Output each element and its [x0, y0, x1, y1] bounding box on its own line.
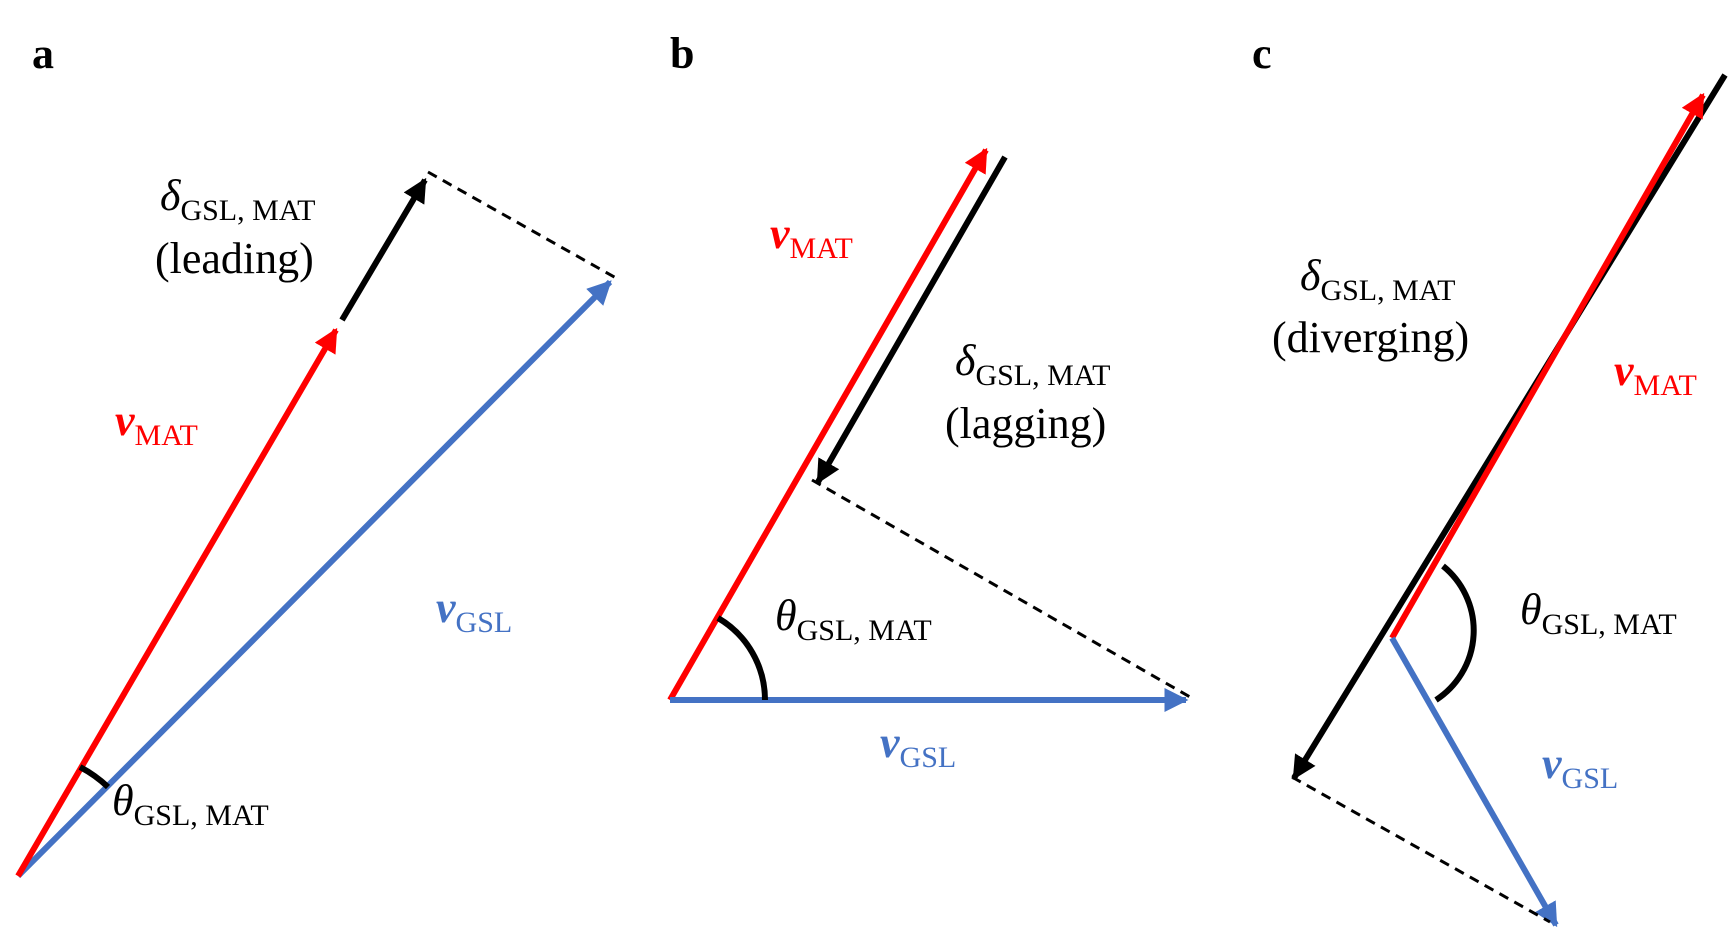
panel-b-v-mat-label: vMAT [770, 209, 853, 265]
panel-c-theta-label: θGSL, MAT [1520, 585, 1677, 641]
panel-b-theta-arc [716, 615, 768, 701]
panel-c-letter: c [1252, 29, 1272, 78]
panel-a-theta-label: θGSL, MAT [112, 776, 269, 832]
panel-a-letter: a [32, 29, 54, 78]
panel-c-v-mat-label: vMAT [1614, 346, 1697, 402]
panel-b-v-mat-arrow [667, 147, 989, 702]
panel-b-dashed-line [811, 478, 1191, 699]
panel-a-v-mat-label: vMAT [115, 396, 198, 452]
panel-c-delta-arrow [1291, 73, 1728, 781]
panel-c: c δGSL, MAT (diverging) vMAT θGSL, MAT v… [1252, 29, 1728, 928]
panel-a-v-mat-arrow [15, 327, 339, 878]
panel-a-delta-note: (leading) [155, 234, 314, 283]
panel-c-delta-note: (diverging) [1272, 313, 1469, 362]
panel-a-v-gsl-arrow [15, 279, 613, 879]
panel-b-theta-label: θGSL, MAT [775, 591, 932, 647]
panel-b-delta-arrow [815, 155, 1008, 485]
panel-b: b vMAT vGSL δGSL, MAT (lagging) θGSL, MA… [667, 29, 1191, 774]
panel-a-dashed-line [427, 170, 617, 280]
panel-c-dashed-line [1291, 775, 1551, 924]
panel-c-theta-arc [1434, 563, 1477, 703]
panel-c-v-gsl-arrow [1389, 636, 1559, 928]
panel-a-delta-arrow [339, 177, 428, 322]
panel-b-delta-label: δGSL, MAT [955, 336, 1110, 392]
panel-b-letter: b [670, 29, 694, 78]
panel-c-v-mat-arrow [1389, 92, 1706, 640]
panel-c-v-gsl-label: vGSL [1542, 739, 1618, 795]
panel-a-v-gsl-label: vGSL [436, 583, 512, 639]
panel-c-delta-label: δGSL, MAT [1300, 251, 1455, 307]
panel-b-v-gsl-label: vGSL [880, 718, 956, 774]
panel-a-delta-label: δGSL, MAT [160, 171, 315, 227]
panel-a-theta-arc [78, 764, 111, 790]
panel-b-delta-note: (lagging) [945, 399, 1106, 448]
panel-a: a vMAT vGSL δGSL, MAT (leading) θGSL, MA… [15, 29, 617, 879]
